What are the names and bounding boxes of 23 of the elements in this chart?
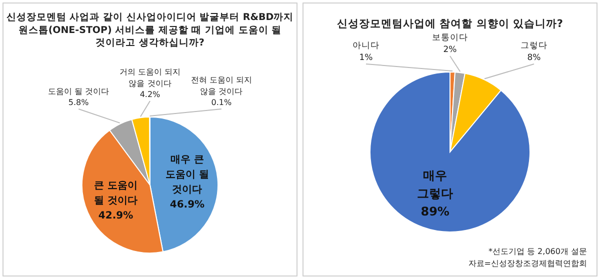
slice-label: 도움이 될 것이다 [48, 86, 110, 96]
data-label: 0.1% [211, 98, 232, 107]
data-label: 2% [443, 45, 457, 55]
data-label: 5.8% [68, 98, 90, 107]
data-label: 4.2% [140, 90, 161, 99]
data-label: 8% [527, 53, 541, 63]
slice-label: 보통이다 [432, 33, 468, 44]
text: *선도기업 등 2,060개 설문 [488, 247, 587, 256]
slice-label: 매우 큰 도움이 될 것이다 [165, 154, 209, 196]
data-label: 46.9% [170, 199, 205, 210]
pie-slice [370, 72, 530, 232]
slice-label: 매우 그렇다 [417, 168, 454, 201]
slice-label: 아니다 [352, 41, 380, 52]
data-label: 1% [359, 53, 373, 63]
slice-label: 그렇다 [520, 41, 548, 52]
chart-title: 신성장모멘텀 사업과 같이 신사업아이디어 발굴부터 R&BD까지 원스톱(ONE-STOP) 서비스를 제공할 때 기업에 도움이 될 것이라고 생각하십니까? [6, 12, 294, 49]
data-label: 89% [420, 204, 450, 219]
slice-label: 거의 도움이 되지 않을 것이다 [119, 68, 181, 88]
slice-label: 큰 도움이 될 것이다 [94, 180, 138, 207]
text: 자료=신성장창조경제협력연합회 [468, 259, 587, 268]
chart-title: 신성장모멘텀사업에 참여할 의향이 있습니까? [336, 18, 564, 30]
slice-label: 전혀 도움이 되지 않을 것이다 [190, 76, 252, 96]
data-label: 42.9% [98, 210, 134, 222]
